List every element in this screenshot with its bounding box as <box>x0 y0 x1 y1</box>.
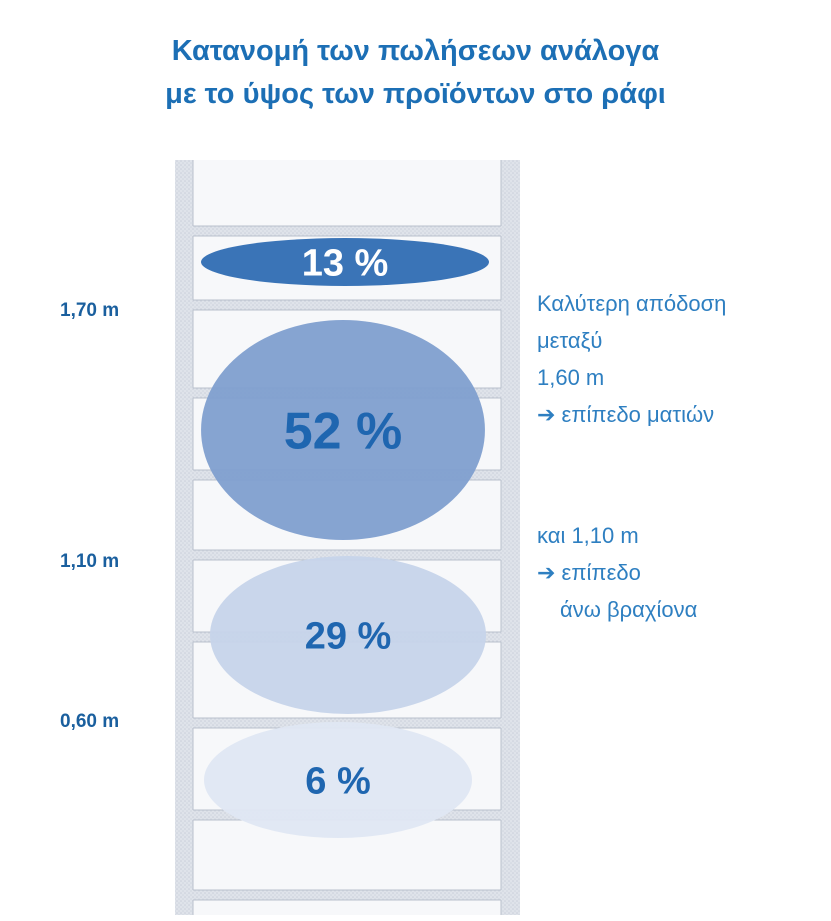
bubble-shelf-1 <box>201 238 489 286</box>
note-line-5: και 1,10 m <box>537 523 639 548</box>
note-line-1: Καλύτερη απόδοση <box>537 291 727 316</box>
chart-title-line-2: με το ύψος των προϊόντων στο ράφι <box>165 78 666 110</box>
bubbles: 13 % 52 % 29 % 6 % <box>201 238 489 838</box>
height-label-0-60: 0,60 m <box>60 711 120 732</box>
bubble-label-shelf-1: 13 % <box>302 243 389 285</box>
bubble-shelf-4 <box>204 722 472 838</box>
height-label-1-70: 1,70 m <box>60 300 120 321</box>
shelf-board <box>175 300 520 310</box>
note-line-3: 1,60 m <box>537 365 605 390</box>
shelf-board <box>175 550 520 560</box>
note-line-2: μεταξύ <box>537 328 603 353</box>
bubble-shelf-3 <box>210 556 486 714</box>
height-label-1-10: 1,10 m <box>60 551 120 572</box>
bubble-shelf-2 <box>201 319 485 541</box>
bubble-label-shelf-4: 6 % <box>305 761 370 803</box>
chart-title-line-1: Κατανομή των πωλήσεων ανάλογα <box>171 35 660 67</box>
bubble-label-shelf-3: 29 % <box>305 616 392 658</box>
note-line-7: άνω βραχίονα <box>560 597 698 622</box>
note-line-4: ➔ επίπεδο ματιών <box>537 402 715 427</box>
bubble-label-shelf-2: 52 % <box>284 403 403 461</box>
shelf-board <box>175 226 520 236</box>
chart-title: Κατανομή των πωλήσεων ανάλογα με το ύψος… <box>0 30 831 116</box>
shelf-board <box>175 890 520 900</box>
note-line-6: ➔ επίπεδο <box>537 560 641 585</box>
shelf-post-right <box>501 160 520 915</box>
shelf-post-left <box>175 160 193 915</box>
